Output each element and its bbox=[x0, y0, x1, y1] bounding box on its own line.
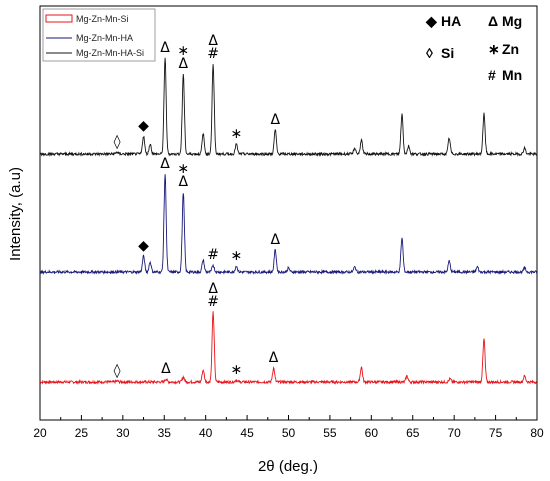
legend-frame bbox=[42, 8, 156, 62]
peak-marker: Δ bbox=[270, 112, 280, 128]
series-line-1 bbox=[39, 311, 538, 385]
x-tick-label: 40 bbox=[199, 426, 213, 440]
legend-label-si: Mg-Zn-Mn-Si bbox=[76, 14, 129, 24]
peak-marker: Δ bbox=[179, 56, 189, 72]
key-symbol-zn: ∗ bbox=[488, 41, 500, 57]
key-symbol-mg: Δ bbox=[488, 13, 498, 29]
series-group bbox=[39, 57, 538, 385]
x-axis: 20 25 30 35 40 45 50 55 60 65 70 75 80 bbox=[33, 415, 544, 440]
peak-marker: ∗ bbox=[177, 43, 189, 59]
peak-marker: Δ bbox=[160, 40, 170, 56]
peak-marker: # bbox=[207, 294, 219, 310]
x-tick-label: 20 bbox=[33, 426, 47, 440]
series-line-2 bbox=[39, 174, 538, 276]
x-tick-label: 30 bbox=[116, 426, 130, 440]
x-tick-label: 70 bbox=[447, 426, 461, 440]
peak-marker: # bbox=[207, 247, 219, 263]
x-tick-label: 25 bbox=[75, 426, 89, 440]
peak-marker: Δ bbox=[160, 156, 170, 172]
key-symbol-si: ◊ bbox=[426, 45, 433, 61]
peak-marker: Δ bbox=[270, 232, 280, 248]
x-tick-label: 75 bbox=[489, 426, 503, 440]
key-label-ha: HA bbox=[441, 13, 461, 29]
peak-marker: ∗ bbox=[230, 248, 242, 264]
series-line-3 bbox=[39, 57, 538, 157]
x-tick-label: 45 bbox=[240, 426, 254, 440]
peak-marker: ◊ bbox=[114, 134, 121, 150]
peak-annotations: ◊◆ΔΔ∗ #Δ∗Δ◆ΔΔ∗# ∗Δ◊ Δ#Δ∗Δ bbox=[114, 33, 281, 379]
legend: Mg-Zn-Mn-Si Mg-Zn-Mn-HA Mg-Zn-Mn-HA-Si bbox=[42, 8, 156, 62]
peak-marker: Δ bbox=[269, 350, 279, 366]
peak-marker: ◆ bbox=[138, 238, 149, 254]
key-label-si: Si bbox=[441, 45, 454, 61]
peak-marker: ∗ bbox=[177, 161, 189, 177]
legend-label-ha: Mg-Zn-Mn-HA bbox=[76, 33, 133, 43]
x-tick-label: 80 bbox=[530, 426, 544, 440]
peak-marker: # bbox=[207, 46, 219, 62]
key-label-mn: Mn bbox=[502, 67, 522, 83]
x-tick-label: 35 bbox=[158, 426, 172, 440]
key-label-zn: Zn bbox=[502, 41, 519, 57]
x-tick-label: 55 bbox=[323, 426, 337, 440]
x-tick-label: 60 bbox=[365, 426, 379, 440]
peak-marker: ◊ bbox=[114, 363, 121, 379]
x-tick-label: 65 bbox=[406, 426, 420, 440]
legend-swatch-si bbox=[45, 14, 73, 23]
peak-marker: Δ bbox=[208, 281, 218, 297]
phase-key: ◆ HA Δ Mg ◊ Si ∗ Zn # Mn bbox=[425, 13, 522, 83]
peak-marker: ∗ bbox=[230, 126, 242, 142]
plot-frame bbox=[39, 5, 538, 421]
x-axis-label: 2θ (deg.) bbox=[258, 458, 318, 475]
x-tick-label: 50 bbox=[282, 426, 296, 440]
peak-marker: ∗ bbox=[230, 362, 242, 378]
key-symbol-ha: ◆ bbox=[425, 13, 438, 29]
peak-marker: Δ bbox=[179, 174, 189, 190]
peak-marker: Δ bbox=[161, 361, 171, 377]
y-axis-label: Intensity, (a.u) bbox=[7, 167, 24, 261]
peak-marker: ◆ bbox=[138, 118, 149, 134]
key-label-mg: Mg bbox=[502, 13, 522, 29]
legend-label-ha-si: Mg-Zn-Mn-HA-Si bbox=[76, 48, 144, 58]
peak-marker: Δ bbox=[208, 33, 218, 49]
key-symbol-mn: # bbox=[488, 67, 496, 83]
